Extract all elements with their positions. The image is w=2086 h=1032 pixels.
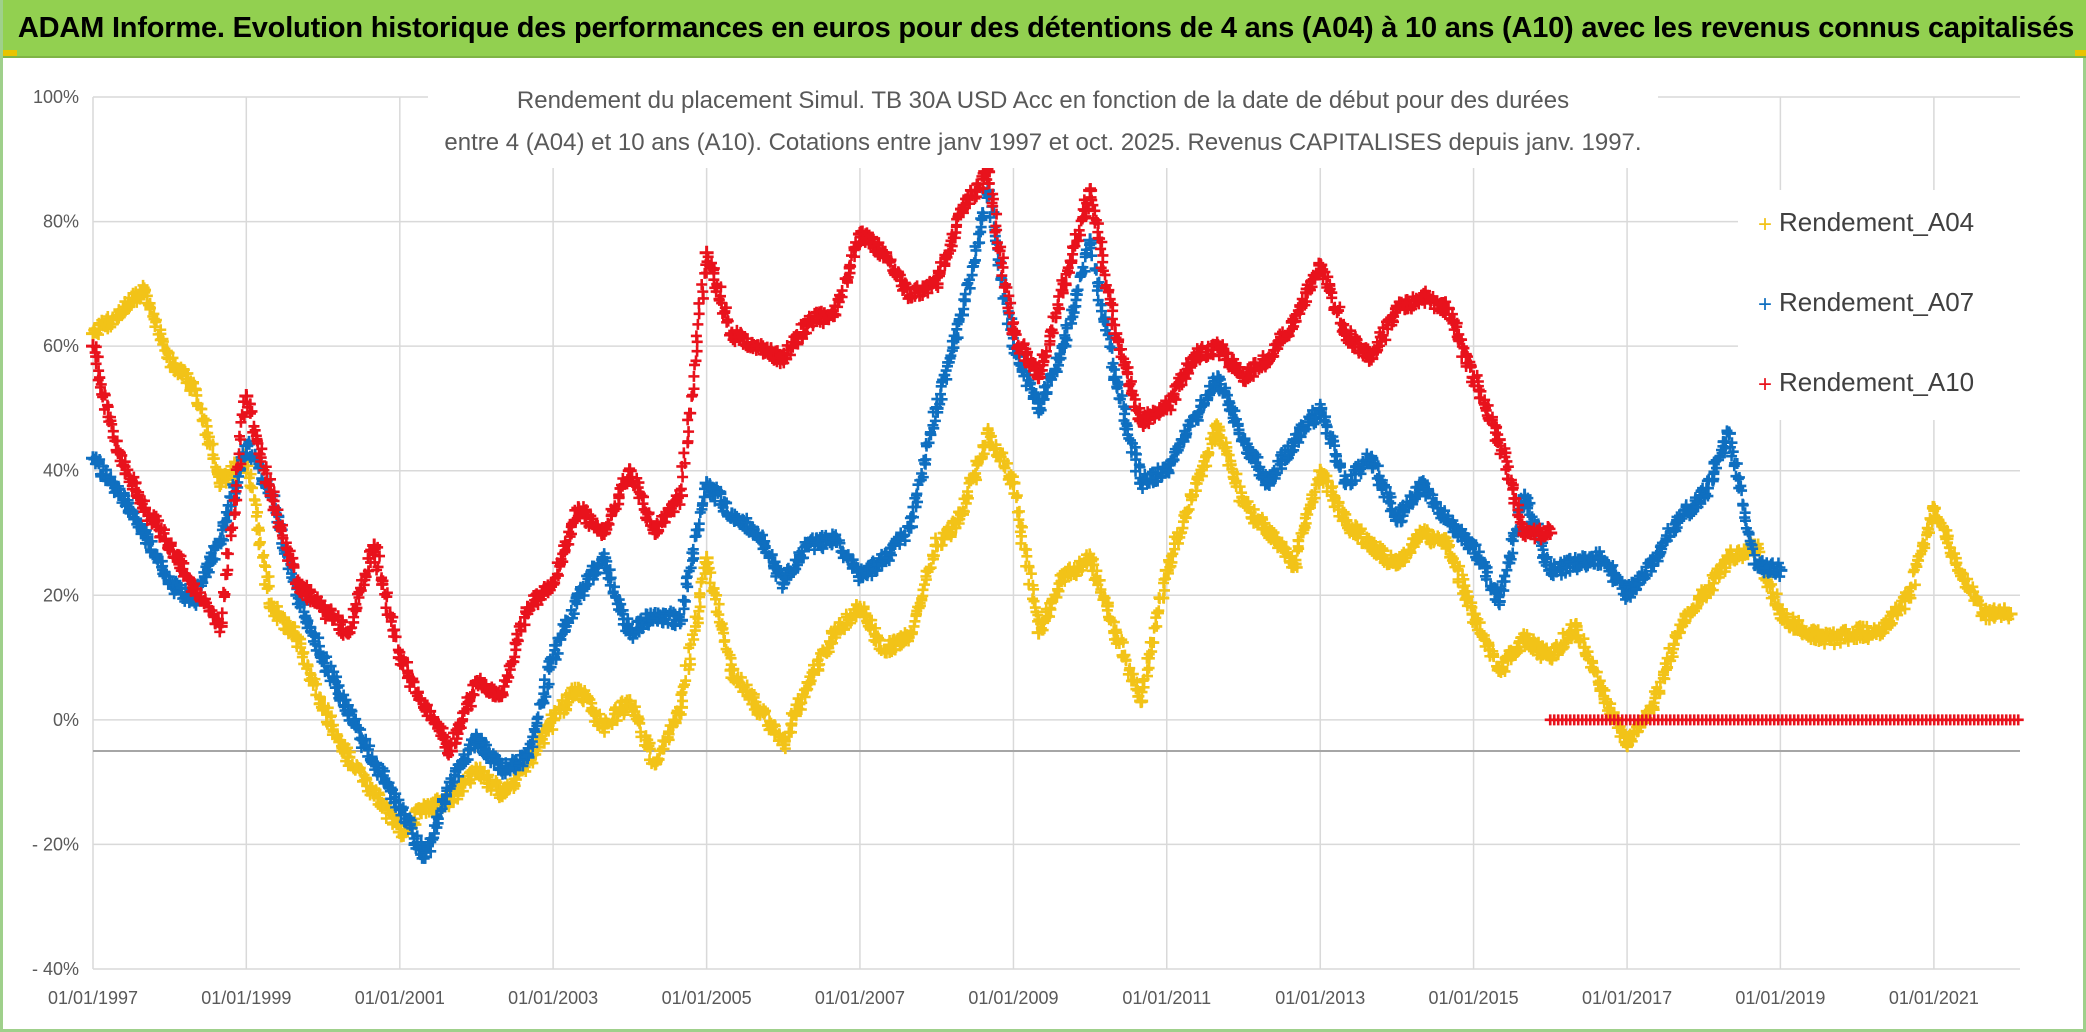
y-tick-label: 60% [43, 336, 79, 356]
y-tick-label: 40% [43, 461, 79, 481]
series-Rendement_A07 [86, 183, 1788, 864]
y-tick-label: 20% [43, 585, 79, 605]
y-tick-label: 0% [53, 710, 79, 730]
page-banner: ADAM Informe. Evolution historique des p… [3, 0, 2086, 58]
x-tick-label: 01/01/2015 [1429, 988, 1519, 1008]
x-tick-label: 01/01/2009 [968, 988, 1058, 1008]
x-tick-label: 01/01/2003 [508, 988, 598, 1008]
legend-label-a10: Rendement_A10 [1779, 367, 1974, 397]
data-point [2003, 606, 2018, 621]
legend-label-a04: Rendement_A04 [1779, 207, 1974, 237]
y-tick-label: 80% [43, 212, 79, 232]
data-point [1773, 563, 1788, 578]
x-tick-label: 01/01/2017 [1582, 988, 1672, 1008]
x-tick-label: 01/01/2007 [815, 988, 905, 1008]
series-Rendement_A10 [86, 163, 2024, 761]
legend-marker-a07: + [1758, 291, 1772, 318]
x-tick-label: 01/01/1999 [201, 988, 291, 1008]
subtitle-background [428, 80, 1658, 168]
chart-points [86, 163, 2024, 864]
x-tick-label: 01/01/2021 [1889, 988, 1979, 1008]
legend-label-a07: Rendement_A07 [1779, 287, 1974, 317]
banner-corner-left [3, 50, 17, 56]
legend-background [1738, 190, 2038, 420]
banner-corner-right [2075, 50, 2086, 56]
chart-grid: 100% 80% 60% 40% 20% 0% - 20% - 40% 01/01/1997 01… [32, 87, 2020, 1008]
x-tick-label: 01/01/2005 [662, 988, 752, 1008]
chart-title-line-1: Rendement du placement Simul. TB 30A USD… [517, 87, 1569, 114]
data-point [1543, 526, 1558, 540]
banner-title: ADAM Informe. Evolution historique des p… [17, 11, 2075, 44]
chart-legend: + Rendement_A04 + Rendement_A07 + Rendem… [1758, 207, 1974, 398]
x-tick-label: 01/01/1997 [48, 988, 138, 1008]
x-tick-label: 01/01/2011 [1122, 988, 1211, 1008]
series-Rendement_A04 [86, 279, 2018, 843]
y-tick-label: 100% [33, 87, 79, 107]
x-tick-label: 01/01/2013 [1275, 988, 1365, 1008]
x-tick-label: 01/01/2001 [355, 988, 445, 1008]
data-point [954, 308, 969, 322]
y-tick-label: - 40% [32, 959, 79, 979]
scatter-chart: 100% 80% 60% 40% 20% 0% - 20% - 40% 01/01/1997 01… [32, 80, 2038, 1008]
chart-title-line-2: entre 4 (A04) et 10 ans (A10). Cotations… [444, 129, 1641, 156]
legend-marker-a04: + [1758, 211, 1772, 238]
data-point [674, 700, 689, 715]
y-tick-label: - 20% [32, 834, 79, 854]
legend-marker-a10: + [1758, 371, 1772, 398]
x-tick-label: 01/01/2019 [1735, 988, 1825, 1008]
